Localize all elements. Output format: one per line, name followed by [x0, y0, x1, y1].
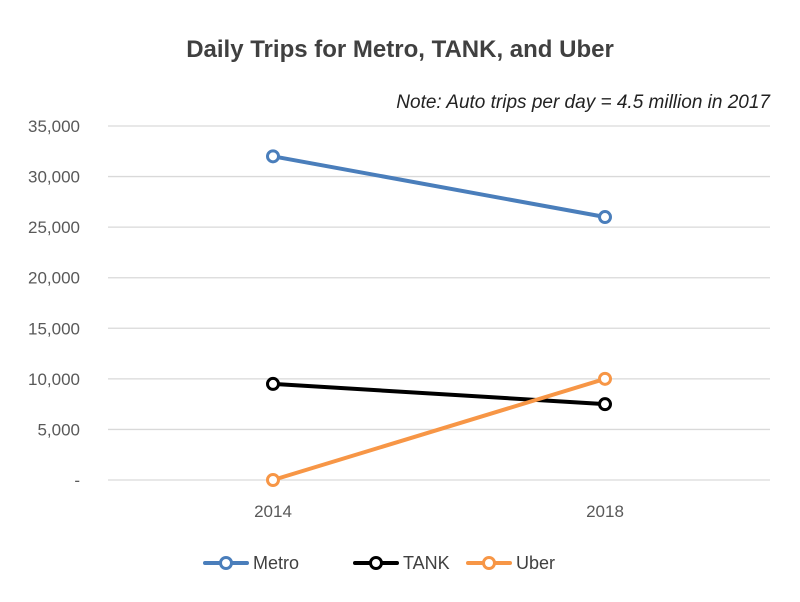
- legend-label: Uber: [516, 553, 555, 573]
- chart-annotation: Note: Auto trips per day = 4.5 million i…: [396, 92, 770, 113]
- legend-label: Metro: [253, 553, 299, 573]
- chart-title: Daily Trips for Metro, TANK, and Uber: [186, 36, 614, 63]
- series-line: [271, 376, 607, 482]
- legend-entry: Uber: [466, 553, 555, 573]
- x-tick-label: 2018: [586, 502, 624, 521]
- data-point: [598, 397, 612, 412]
- x-tick-label: 2014: [254, 502, 292, 521]
- data-point: [266, 473, 280, 487]
- y-tick-label: 30,000: [28, 168, 80, 187]
- series-tank: [266, 376, 612, 412]
- y-tick-label: 25,000: [28, 218, 80, 237]
- y-tick-label: 5,000: [37, 420, 80, 439]
- y-tick-label: 20,000: [28, 269, 80, 288]
- legend-swatch-marker: [482, 556, 496, 570]
- series-line: [271, 154, 607, 220]
- legend-entry: TANK: [353, 553, 450, 573]
- legend-swatch-marker: [219, 556, 233, 570]
- legend-label: TANK: [403, 553, 450, 573]
- series-metro: [266, 149, 612, 225]
- gridlines: [108, 125, 770, 481]
- data-point: [266, 376, 280, 391]
- y-tick-label: 15,000: [28, 319, 80, 338]
- y-tick-label: 10,000: [28, 370, 80, 389]
- legend: Metro TANK Uber: [203, 553, 555, 573]
- legend-entry: Metro: [203, 553, 299, 573]
- legend-swatch-marker: [369, 556, 383, 570]
- y-axis-ticks: - 5,000 10,000 15,000 20,000 25,000 30,000 35,0…: [28, 117, 80, 490]
- series-lines: [266, 149, 612, 487]
- data-point: [598, 210, 612, 225]
- data-point: [598, 371, 612, 386]
- x-axis-ticks: 2014 2018: [254, 502, 624, 521]
- series-uber: [266, 371, 612, 487]
- data-point: [266, 149, 280, 164]
- y-tick-label: 35,000: [28, 117, 80, 136]
- y-tick-label: -: [74, 471, 80, 490]
- series-line: [271, 381, 607, 407]
